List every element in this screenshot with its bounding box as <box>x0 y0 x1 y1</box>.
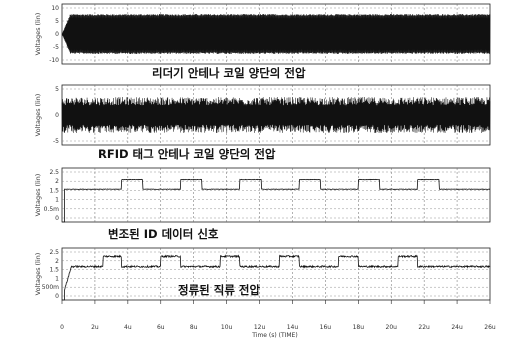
panel-3: 2.5 2 1.5 1 0.5m 0 Voltages (lin) 변조된 ID 데이터 신호 <box>34 167 491 241</box>
y-tick-label: 2.5 <box>49 249 59 256</box>
y-tick-label: 0 <box>55 112 59 119</box>
y-tick-label: 5 <box>55 18 59 25</box>
plot-frame <box>61 167 491 223</box>
y-axis-label: Voltages (lin) <box>34 94 42 137</box>
y-tick-label: 2 <box>55 258 59 265</box>
panel-2: 5 0 -5 Voltages (lin) RFID 태그 안테나 코일 양단의 전압 <box>34 84 491 161</box>
signal-trace-4 <box>62 254 491 301</box>
y-tick-label: 1 <box>55 275 59 282</box>
signal-trace-1 <box>61 13 491 55</box>
y-tick-label: 2.5 <box>49 169 59 176</box>
panel-caption: 정류된 직류 전압 <box>178 283 260 297</box>
x-tick-label: 24u <box>451 324 463 331</box>
y-tick-label: -5 <box>53 138 59 145</box>
panel-4: 2.5 2 1.51 500m 0 Voltages (lin) 정류된 직류 전압 <box>34 247 491 301</box>
x-tick-label: 6u <box>157 324 165 331</box>
y-tick-label: 1.5 <box>49 267 59 274</box>
signal-trace-3 <box>62 178 491 223</box>
y-tick-label: -10 <box>49 57 59 64</box>
x-tick-label: 0 <box>60 324 64 331</box>
x-tick-label: 8u <box>190 324 198 331</box>
x-tick-label: 2u <box>91 324 99 331</box>
signal-trace-2 <box>61 96 491 134</box>
y-tick-label: 0 <box>55 31 59 38</box>
y-tick-label: 2 <box>55 178 59 185</box>
panel-caption: 변조된 ID 데이터 신호 <box>108 227 219 241</box>
y-tick-label: 500m <box>42 284 59 291</box>
plot-frame <box>61 247 491 301</box>
x-tick-label: 18u <box>353 324 365 331</box>
y-tick-label: 0 <box>55 293 59 300</box>
x-tick-label: 16u <box>320 324 332 331</box>
y-tick-label: 1.5 <box>49 187 59 194</box>
y-tick-label: 10 <box>51 5 59 12</box>
panel-caption: 리더기 안테나 코일 양단의 전압 <box>152 66 306 80</box>
y-tick-label: 5 <box>55 86 59 93</box>
panel-1: 10 5 0 -5 -10 Voltages (lin) 리더기 안테나 코일 양단의 전압 <box>34 3 491 80</box>
y-tick-label: 1 <box>55 197 59 204</box>
y-tick-label: 0 <box>55 215 59 222</box>
x-tick-label: 4u <box>124 324 132 331</box>
x-axis-label: Time (s) (TIME) <box>251 332 297 339</box>
y-tick-label: 0.5m <box>44 206 60 213</box>
x-tick-label: 26u <box>484 324 496 331</box>
x-tick-label: 22u <box>418 324 430 331</box>
y-axis-label: Voltages (lin) <box>34 174 42 217</box>
y-tick-label: -5 <box>53 44 59 51</box>
panel-caption: RFID 태그 안테나 코일 양단의 전압 <box>98 147 276 161</box>
y-axis-label: Voltages (lin) <box>34 13 42 56</box>
x-tick-label: 14u <box>287 324 299 331</box>
x-tick-label: 12u <box>254 324 266 331</box>
x-tick-label: 20u <box>386 324 398 331</box>
y-axis-label: Voltages (lin) <box>34 253 42 296</box>
x-tick-label: 10u <box>221 324 233 331</box>
